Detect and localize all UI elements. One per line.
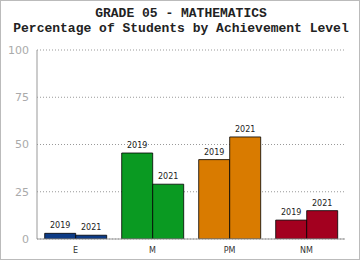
svg-text:25: 25 <box>15 186 29 199</box>
svg-text:2019: 2019 <box>50 221 70 230</box>
html-text:Percentage of Students by Achi: Percentage of Students by Achievement Le… <box>13 21 349 36</box>
svg-text:E: E <box>73 246 78 255</box>
svg-text:50: 50 <box>15 138 29 151</box>
svg-text:2021: 2021 <box>81 223 101 232</box>
svg-text:2019: 2019 <box>204 148 224 157</box>
svg-text:100: 100 <box>8 44 29 57</box>
svg-text:0: 0 <box>22 233 29 246</box>
svg-text:NM: NM <box>300 246 313 255</box>
svg-text:2021: 2021 <box>158 172 178 181</box>
svg-text:75: 75 <box>15 91 29 104</box>
svg-text:2019: 2019 <box>281 208 301 217</box>
svg-text:PM: PM <box>224 246 236 255</box>
svg-text:2019: 2019 <box>127 141 147 150</box>
svg-text:M: M <box>149 246 156 255</box>
svg-text:2021: 2021 <box>312 199 332 208</box>
svg-text:2021: 2021 <box>235 125 255 134</box>
html-text:GRADE 05 - MATHEMATICS: GRADE 05 - MATHEMATICS <box>95 6 267 21</box>
